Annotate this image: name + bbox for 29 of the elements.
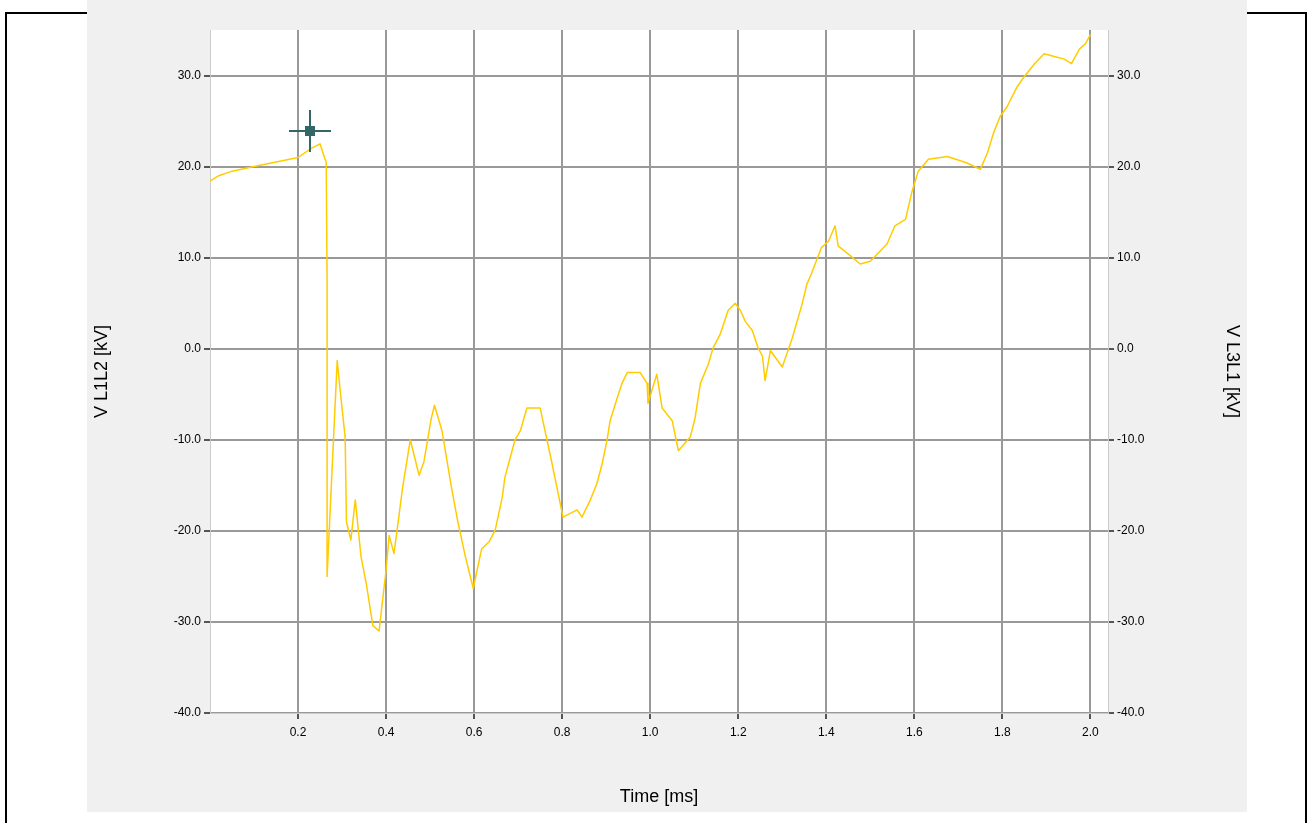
y2-tick-label: 20.0: [1117, 158, 1141, 173]
x-tick-label: 0.8: [553, 724, 571, 739]
y-tick-label: 20.0: [177, 158, 202, 173]
x-tick-label: 1.0: [641, 724, 659, 739]
y2-tick-label: -20.0: [1117, 523, 1145, 538]
y-tick-label: -20.0: [173, 523, 202, 538]
y-tick-label: 10.0: [177, 249, 202, 264]
x-tick-label: 1.6: [905, 724, 923, 739]
x-tick-label: 0.2: [289, 724, 307, 739]
x-axis-title: Time [ms]: [619, 786, 699, 807]
y-tick-label: 0.0: [184, 341, 202, 356]
x-tick-label: 0.4: [377, 724, 395, 739]
x-tick-label: 1.4: [817, 724, 835, 739]
y2-axis-title: V L3L1 [kV]: [1223, 324, 1244, 419]
y2-tick-label: -40.0: [1117, 705, 1145, 720]
y-tick-label: -40.0: [173, 705, 202, 720]
y-tick-label: -30.0: [173, 614, 202, 629]
x-tick-label: 1.8: [994, 724, 1012, 739]
y-axis-title: V L1L2 [kV]: [90, 324, 111, 419]
y2-tick-label: -10.0: [1117, 432, 1145, 447]
y2-tick-label: 0.0: [1117, 341, 1135, 356]
x-tick-label: 1.2: [729, 724, 747, 739]
y-tick-label: -10.0: [173, 432, 202, 447]
x-tick-label: 0.6: [465, 724, 483, 739]
y-tick-label: 30.0: [177, 67, 202, 82]
y2-tick-label: 30.0: [1117, 67, 1141, 82]
x-tick-label: 2.0: [1082, 724, 1100, 739]
y2-tick-label: 10.0: [1117, 249, 1141, 264]
y2-tick-label: -30.0: [1117, 614, 1145, 629]
